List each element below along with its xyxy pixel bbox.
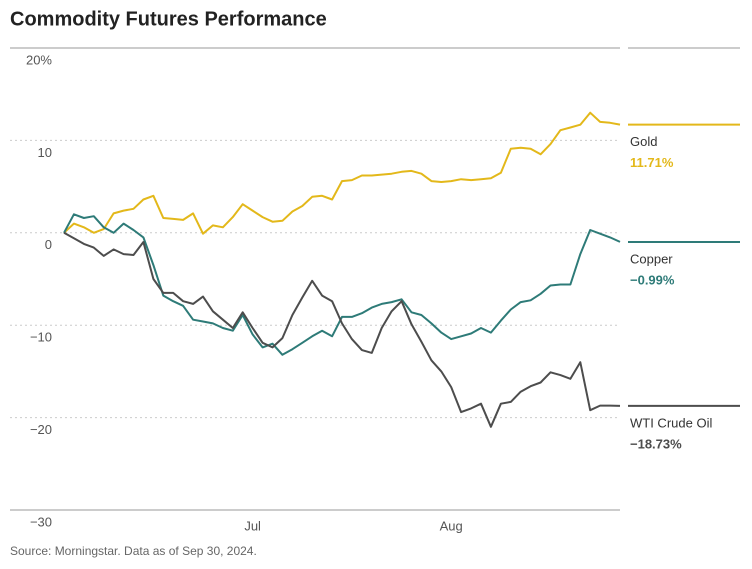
legend-label: Copper xyxy=(630,251,673,266)
source-note: Source: Morningstar. Data as of Sep 30, … xyxy=(10,544,257,558)
y-tick-label: −20 xyxy=(30,422,52,437)
series-line xyxy=(63,213,621,356)
chart-title: Commodity Futures Performance xyxy=(10,8,327,30)
series-line xyxy=(63,111,621,235)
series-line xyxy=(63,231,621,428)
end-value-label: −18.73% xyxy=(630,436,682,451)
end-value-label: 11.71% xyxy=(630,155,674,170)
y-tick-label: 0 xyxy=(45,237,52,252)
legend-label: WTI Crude Oil xyxy=(630,415,712,430)
y-tick-label: 10 xyxy=(38,145,52,160)
y-tick-label: −30 xyxy=(30,514,52,529)
x-tick-label: Jul xyxy=(244,518,261,533)
legend-label: Gold xyxy=(630,134,657,149)
end-value-label: −0.99% xyxy=(630,272,675,287)
x-tick-label: Aug xyxy=(440,518,463,533)
y-tick-label: −10 xyxy=(30,330,52,345)
y-tick-label: 20% xyxy=(26,52,52,67)
